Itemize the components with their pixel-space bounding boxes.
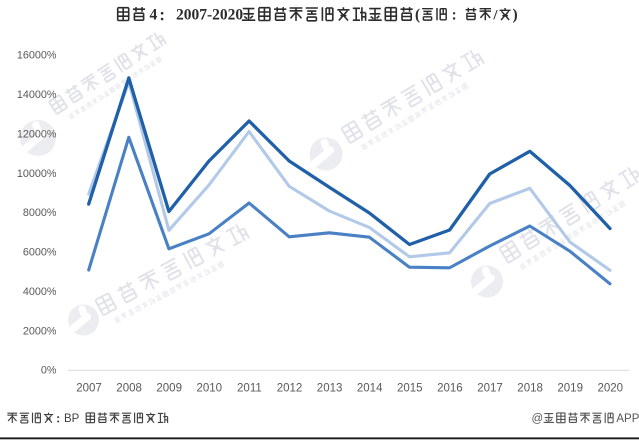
- svg-text:2000%: 2000%: [23, 325, 57, 337]
- svg-text:2019: 2019: [557, 383, 583, 395]
- svg-text:2011: 2011: [237, 383, 262, 395]
- svg-text:2018: 2018: [517, 383, 543, 395]
- svg-text:2014: 2014: [357, 383, 383, 395]
- svg-text:2016: 2016: [437, 383, 463, 395]
- svg-text:0%: 0%: [41, 365, 57, 377]
- svg-text:6000%: 6000%: [23, 247, 57, 259]
- svg-text:2013: 2013: [317, 383, 343, 395]
- svg-text:2009: 2009: [156, 383, 182, 395]
- svg-text:APP: APP: [616, 413, 639, 425]
- svg-text:4: 4: [150, 6, 158, 23]
- svg-text:@: @: [532, 413, 544, 425]
- svg-text:14000%: 14000%: [17, 89, 57, 101]
- svg-text:2015: 2015: [397, 383, 423, 395]
- svg-text:BP: BP: [64, 413, 80, 425]
- svg-text:2012: 2012: [277, 383, 303, 395]
- svg-text:(: (: [415, 6, 420, 23]
- svg-text:2007-2020: 2007-2020: [176, 6, 243, 23]
- svg-text:2010: 2010: [197, 383, 223, 395]
- svg-text:2017: 2017: [477, 383, 503, 395]
- svg-text:/: /: [492, 7, 498, 23]
- svg-text:): ): [513, 6, 518, 23]
- svg-text:8000%: 8000%: [23, 207, 57, 219]
- svg-text:2007: 2007: [76, 383, 102, 395]
- svg-text:10000%: 10000%: [17, 168, 57, 180]
- svg-text:2008: 2008: [116, 383, 142, 395]
- svg-text:2020: 2020: [598, 383, 624, 395]
- svg-text:16000%: 16000%: [17, 50, 57, 62]
- svg-text:4000%: 4000%: [23, 286, 57, 298]
- svg-text:12000%: 12000%: [17, 128, 57, 140]
